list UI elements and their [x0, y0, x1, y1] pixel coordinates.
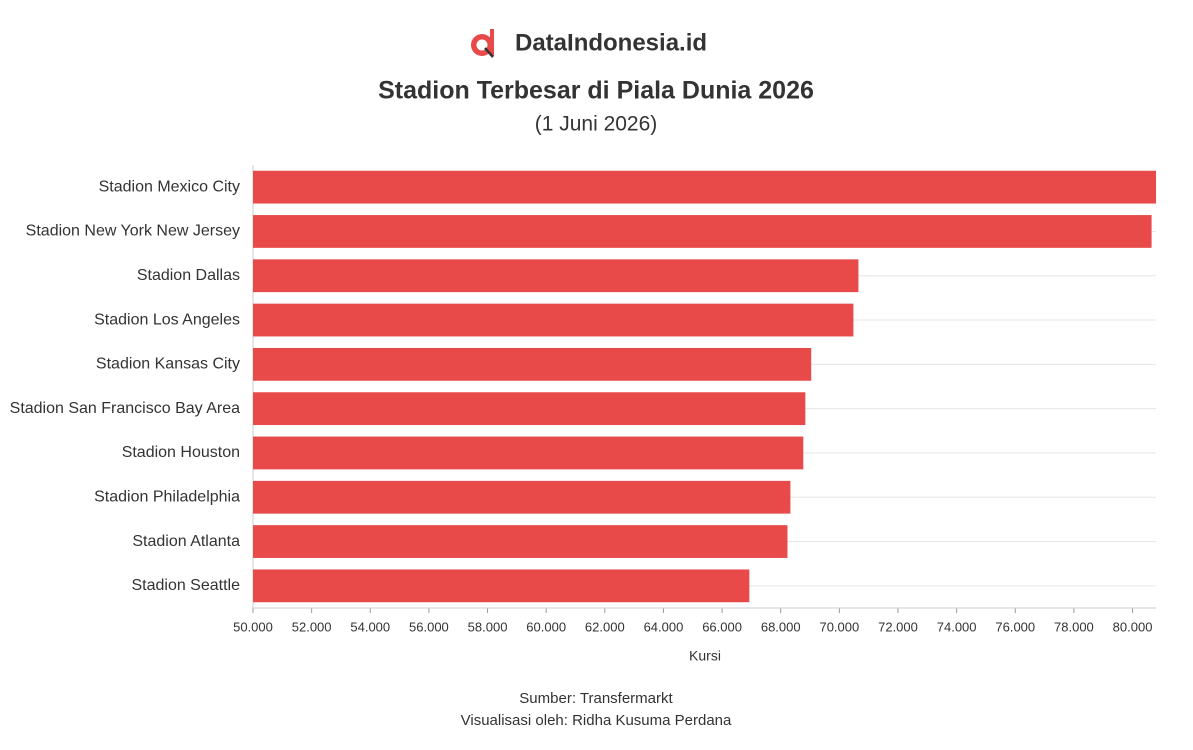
x-tick-label: 70.000 [819, 619, 859, 634]
bar [253, 436, 804, 470]
y-tick-label: Stadion Kansas City [96, 356, 240, 373]
bar [253, 392, 806, 426]
bar [253, 259, 859, 293]
y-tick-label: Stadion Mexico City [99, 178, 240, 195]
x-tick-label: 72.000 [878, 619, 918, 634]
logo-icon [471, 29, 494, 58]
x-tick-label: 62.000 [585, 619, 625, 634]
x-tick-label: 74.000 [937, 619, 977, 634]
x-tick-label: 78.000 [1054, 619, 1094, 634]
source: Sumber: Transfermarkt [519, 690, 673, 707]
bar [253, 347, 812, 381]
x-axis-label: Kursi [689, 648, 721, 664]
x-tick-label: 60.000 [526, 619, 566, 634]
chart-subtitle: (1 Juni 2026) [535, 113, 658, 136]
x-tick-label: 66.000 [702, 619, 742, 634]
y-tick-label: Stadion San Francisco Bay Area [10, 400, 240, 417]
y-tick-label: Stadion Los Angeles [94, 311, 240, 328]
x-tick-label: 54.000 [350, 619, 390, 634]
x-tick-label: 56.000 [409, 619, 449, 634]
y-tick-label: Stadion Dallas [137, 267, 240, 284]
y-tick-label: Stadion Seattle [131, 577, 240, 594]
y-tick-label: Stadion Houston [122, 444, 240, 461]
bar [253, 525, 788, 558]
bar [253, 303, 854, 337]
x-tick-label: 64.000 [644, 619, 684, 634]
credit: Visualisasi oleh: Ridha Kusuma Perdana [461, 712, 732, 729]
y-tick-label: Stadion Philadelphia [94, 488, 240, 505]
bar [253, 215, 1152, 248]
x-tick-label: 50.000 [233, 619, 273, 634]
x-tick-label: 58.000 [468, 619, 508, 634]
x-tick-label: 76.000 [995, 619, 1035, 634]
bar [253, 569, 750, 603]
x-tick-label: 52.000 [292, 619, 332, 634]
brand: DataIndonesia.id [515, 29, 707, 56]
bar [253, 170, 1156, 204]
y-tick-label: Stadion New York New Jersey [26, 223, 240, 240]
y-tick-label: Stadion Atlanta [132, 533, 240, 550]
bar [253, 480, 791, 514]
x-tick-label: 80.000 [1113, 619, 1153, 634]
x-tick-label: 68.000 [761, 619, 801, 634]
chart-title: Stadion Terbesar di Piala Dunia 2026 [378, 77, 814, 105]
